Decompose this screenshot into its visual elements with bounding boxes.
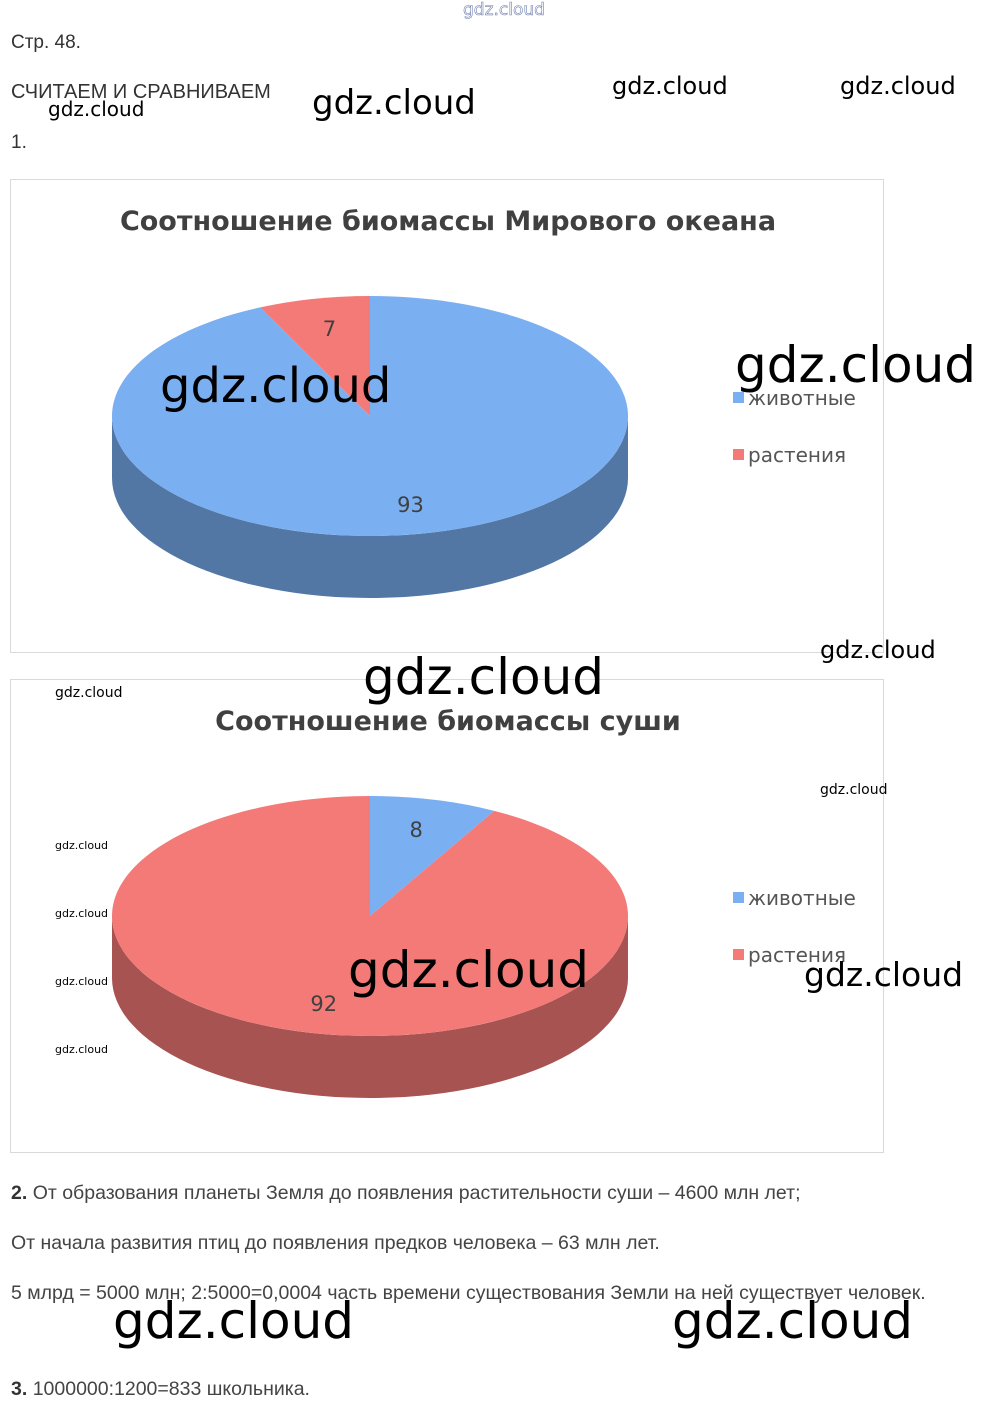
data-label: 93 [397, 493, 424, 517]
slice [260, 296, 370, 416]
watermark: gdz.cloud [312, 83, 476, 123]
watermark: gdz.cloud [55, 839, 109, 852]
watermark: gdz.cloud [113, 1292, 355, 1350]
watermark: gdz.cloud [55, 975, 109, 988]
chart: Соотношение биомассы суши 8 92 животные раст… [111, 706, 856, 1098]
slice [370, 796, 495, 916]
legend-swatch [733, 949, 744, 960]
chart-title: Соотношение биомассы суши [215, 706, 681, 737]
legend-label: животные [748, 386, 856, 410]
task: 3. 1000000:1200=833 школьника. [11, 1370, 991, 1408]
watermark: gdz.cloud [55, 907, 109, 920]
watermark: gdz.cloud [612, 72, 728, 100]
watermark: gdz.cloud [804, 955, 964, 994]
slice-side [112, 416, 628, 598]
page-number: Стр. 48. [11, 32, 81, 53]
watermark: gdz.cloud [820, 782, 888, 798]
task-text: От образования планеты Земля до появлени… [32, 1182, 801, 1204]
chart: Соотношение биомассы Мирового океана 93 7 ж… [111, 206, 856, 598]
section-title: СЧИТАЕМ И СРАВНИВАЕМ [11, 81, 271, 103]
watermark: gdz.cloud [463, 0, 546, 20]
task: 2. От образования планеты Земля до появл… [11, 1174, 991, 1212]
chart-frame: Соотношение биомассы Мирового океана 93 7 ж… [10, 179, 884, 653]
legend-swatch [733, 892, 744, 903]
legend-label: растения [748, 943, 846, 967]
watermark: gdz.cloud [820, 636, 936, 664]
slice-side [112, 916, 628, 1098]
watermark: gdz.cloud [48, 97, 145, 121]
watermark: gdz.cloud [160, 358, 392, 414]
watermark: gdz.cloud [840, 72, 956, 100]
watermark: gdz.cloud [55, 685, 123, 701]
watermark: gdz.cloud [55, 1043, 109, 1056]
slice [111, 296, 629, 536]
data-label: 8 [410, 818, 423, 842]
legend-swatch [733, 392, 744, 403]
task-text: 1000000:1200=833 школьника. [32, 1378, 310, 1400]
data-label: 7 [323, 317, 336, 341]
watermark: gdz.cloud [363, 648, 605, 706]
task-number: 3. [11, 1378, 28, 1400]
task-text: 5 млрд = 5000 млн; 2:5000=0,0004 часть в… [11, 1282, 926, 1304]
watermark: gdz.cloud [735, 336, 977, 394]
task-number: 1. [11, 132, 27, 153]
watermark: gdz.cloud [348, 941, 590, 999]
chart-frame: Соотношение биомассы суши 8 92 животные раст… [10, 679, 884, 1153]
legend-label: животные [748, 886, 856, 910]
legend-label: растения [748, 443, 846, 467]
task-number: 2. [11, 1182, 28, 1204]
watermark: gdz.cloud [672, 1292, 914, 1350]
chart-title: Соотношение биомассы Мирового океана [120, 206, 776, 237]
task-text: От начала развития птиц до появления пре… [11, 1232, 660, 1254]
legend-swatch [733, 449, 744, 460]
slice [111, 796, 628, 1036]
data-label: 92 [310, 992, 337, 1016]
